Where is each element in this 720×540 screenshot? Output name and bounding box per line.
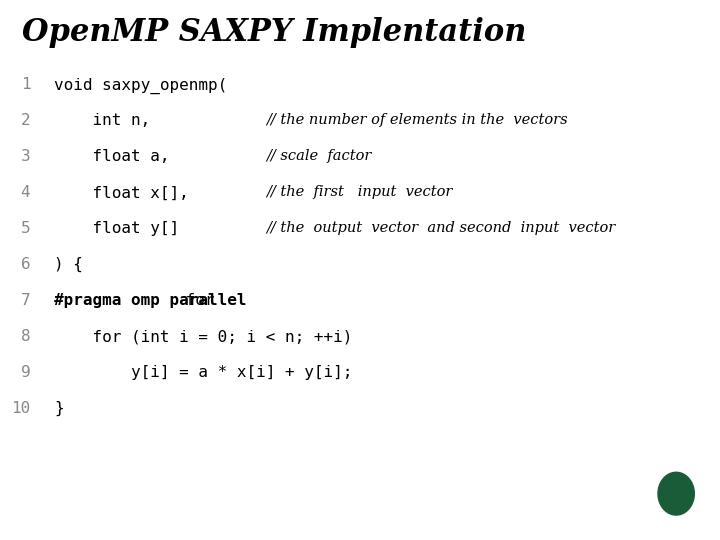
Polygon shape (646, 458, 706, 529)
Text: 5: 5 (21, 221, 30, 237)
Text: for (int i = 0; i < n; ++i): for (int i = 0; i < n; ++i) (54, 329, 352, 344)
Text: // the number of elements in the  vectors: // the number of elements in the vectors (266, 113, 568, 127)
Text: 4: 4 (21, 185, 30, 200)
Text: #pragma omp parallel: #pragma omp parallel (54, 293, 246, 308)
Polygon shape (658, 472, 694, 515)
Text: float x[],: float x[], (54, 185, 189, 200)
Text: Lecture 5 – Parallel Programming Patterns - Map: Lecture 5 – Parallel Programming Pattern… (354, 513, 641, 526)
Text: }: } (54, 401, 63, 416)
Text: int n,: int n, (54, 113, 150, 129)
Text: ) {: ) { (54, 257, 83, 273)
Text: OpenMP SAXPY Implentation: OpenMP SAXPY Implentation (22, 17, 526, 49)
Text: 1: 1 (21, 77, 30, 92)
Text: UNIVERSITY
OF OREGON: UNIVERSITY OF OREGON (660, 522, 692, 533)
Text: 8: 8 (21, 329, 30, 344)
Text: float a,: float a, (54, 150, 169, 164)
Text: float y[]: float y[] (54, 221, 179, 237)
Text: // the  output  vector  and second  input  vector: // the output vector and second input ve… (266, 221, 616, 235)
Text: 10: 10 (11, 401, 30, 416)
Text: 6: 6 (21, 257, 30, 272)
Text: 97: 97 (606, 513, 621, 526)
Text: 3: 3 (21, 150, 30, 164)
Text: // the  first   input  vector: // the first input vector (266, 185, 453, 199)
Text: 9: 9 (21, 365, 30, 380)
Text: Introduction to Parallel Computing, University of Oregon, IPCC: Introduction to Parallel Computing, Univ… (13, 513, 380, 526)
Text: 2: 2 (21, 113, 30, 129)
Text: 7: 7 (21, 293, 30, 308)
Text: for: for (176, 293, 215, 308)
Text: // scale  factor: // scale factor (266, 150, 372, 164)
Text: void saxpy_openmp(: void saxpy_openmp( (54, 77, 228, 93)
Text: y[i] = a * x[i] + y[i];: y[i] = a * x[i] + y[i]; (54, 365, 352, 380)
